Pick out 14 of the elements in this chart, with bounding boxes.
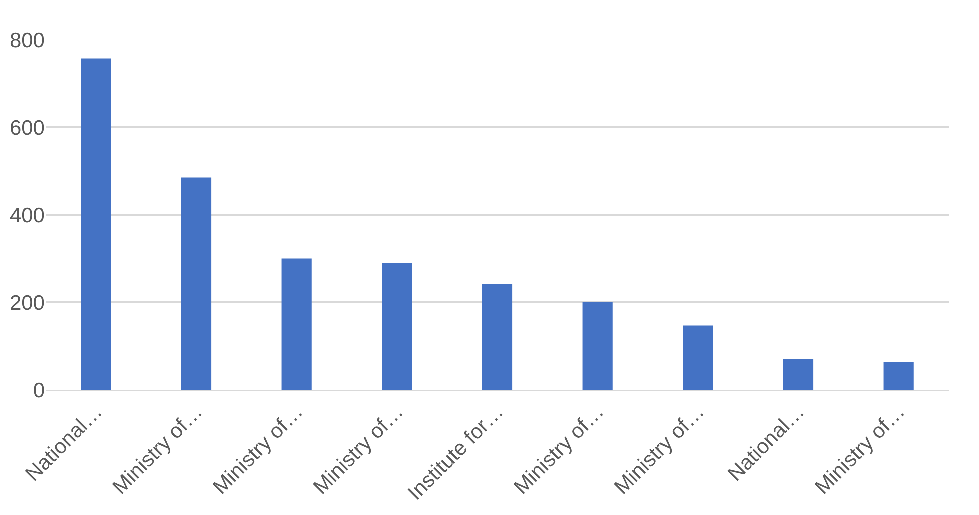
y-tick-label: 400	[10, 204, 45, 228]
y-tick-label: 600	[10, 116, 45, 140]
bar	[582, 302, 613, 390]
bar	[683, 326, 714, 390]
bar	[884, 362, 914, 390]
y-tick-label: 0	[33, 379, 45, 402]
bar	[783, 359, 814, 390]
bar	[382, 264, 412, 390]
bar	[282, 258, 312, 390]
bar	[181, 178, 212, 390]
y-tick-label: 200	[10, 292, 45, 315]
bar	[81, 58, 112, 390]
y-tick-label: 800	[10, 29, 45, 52]
bar	[482, 284, 513, 390]
